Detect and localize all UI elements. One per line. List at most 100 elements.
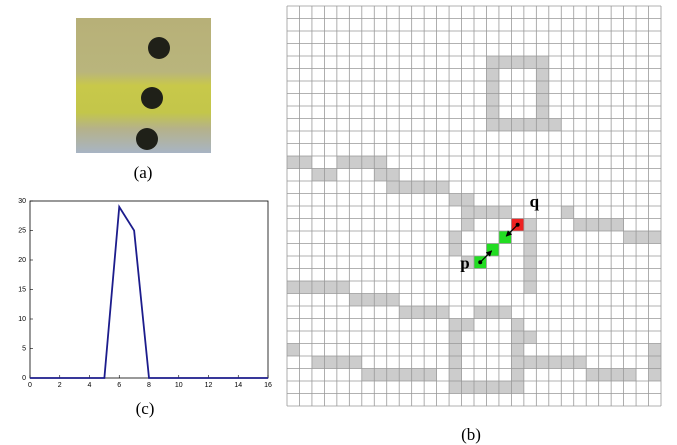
cell bbox=[399, 181, 411, 194]
cell bbox=[387, 181, 399, 194]
x-tick-label: 14 bbox=[234, 382, 242, 389]
cell bbox=[586, 219, 598, 232]
y-tick-label: 15 bbox=[18, 286, 26, 293]
cell bbox=[362, 294, 374, 307]
cell bbox=[511, 369, 523, 382]
y-tick-label: 10 bbox=[18, 316, 26, 323]
cell bbox=[387, 294, 399, 307]
x-tick-label: 12 bbox=[205, 382, 213, 389]
cell bbox=[462, 319, 474, 332]
y-tick-label: 5 bbox=[22, 345, 26, 352]
cell bbox=[349, 356, 361, 369]
cell bbox=[374, 169, 386, 182]
cell bbox=[337, 156, 349, 169]
cell bbox=[449, 381, 461, 394]
grid: pq bbox=[287, 6, 661, 406]
cell bbox=[611, 219, 623, 232]
cell bbox=[536, 356, 548, 369]
cell bbox=[474, 381, 486, 394]
cell bbox=[374, 294, 386, 307]
point-label: p bbox=[460, 253, 469, 272]
cell bbox=[362, 369, 374, 382]
cell bbox=[549, 119, 561, 132]
cell bbox=[449, 344, 461, 357]
cell bbox=[437, 306, 449, 319]
cell bbox=[486, 381, 498, 394]
point bbox=[516, 223, 520, 227]
cell bbox=[574, 219, 586, 232]
cell bbox=[374, 156, 386, 169]
cell bbox=[599, 369, 611, 382]
cell bbox=[486, 119, 498, 132]
cell bbox=[462, 206, 474, 219]
cell bbox=[486, 306, 498, 319]
cell bbox=[611, 369, 623, 382]
cell bbox=[399, 369, 411, 382]
cell bbox=[424, 181, 436, 194]
x-tick-label: 10 bbox=[175, 382, 183, 389]
cell bbox=[337, 356, 349, 369]
y-tick-label: 20 bbox=[18, 257, 26, 264]
cell bbox=[387, 169, 399, 182]
cell bbox=[511, 381, 523, 394]
cell bbox=[449, 194, 461, 207]
cell bbox=[524, 244, 536, 257]
data-line bbox=[30, 207, 268, 378]
cell bbox=[499, 306, 511, 319]
x-tick-label: 6 bbox=[117, 382, 121, 389]
cell bbox=[649, 344, 661, 357]
cell bbox=[312, 281, 324, 294]
cell bbox=[474, 306, 486, 319]
cell bbox=[524, 331, 536, 344]
cell bbox=[312, 356, 324, 369]
cell bbox=[536, 119, 548, 132]
cell bbox=[511, 356, 523, 369]
cell bbox=[636, 231, 648, 244]
cell bbox=[536, 56, 548, 69]
cell bbox=[649, 356, 661, 369]
cell bbox=[462, 194, 474, 207]
cell bbox=[486, 69, 498, 82]
cell bbox=[449, 331, 461, 344]
cell bbox=[462, 219, 474, 232]
cell bbox=[549, 356, 561, 369]
cell bbox=[486, 56, 498, 69]
cell bbox=[486, 206, 498, 219]
cell bbox=[511, 56, 523, 69]
cell bbox=[649, 369, 661, 382]
cell bbox=[561, 206, 573, 219]
caption: (c) bbox=[136, 399, 155, 418]
cell bbox=[474, 206, 486, 219]
cell bbox=[287, 344, 299, 357]
cell bbox=[574, 356, 586, 369]
cell bbox=[449, 356, 461, 369]
cell bbox=[299, 281, 311, 294]
cell bbox=[324, 281, 336, 294]
cell bbox=[499, 119, 511, 132]
cell bbox=[462, 381, 474, 394]
cell bbox=[312, 169, 324, 182]
cell bbox=[412, 369, 424, 382]
cell bbox=[561, 356, 573, 369]
cell bbox=[387, 369, 399, 382]
cell bbox=[624, 369, 636, 382]
x-tick-label: 2 bbox=[58, 382, 62, 389]
cell bbox=[536, 94, 548, 107]
cell bbox=[349, 156, 361, 169]
x-tick-label: 4 bbox=[88, 382, 92, 389]
photo bbox=[76, 18, 211, 153]
cell bbox=[349, 294, 361, 307]
cell bbox=[649, 231, 661, 244]
cell bbox=[524, 356, 536, 369]
cell bbox=[524, 219, 536, 232]
cell bbox=[524, 269, 536, 282]
cell bbox=[424, 306, 436, 319]
cell bbox=[324, 356, 336, 369]
cell bbox=[536, 106, 548, 119]
x-tick-label: 8 bbox=[147, 382, 151, 389]
cell bbox=[586, 369, 598, 382]
cell bbox=[511, 119, 523, 132]
cell bbox=[524, 256, 536, 269]
cell bbox=[299, 156, 311, 169]
